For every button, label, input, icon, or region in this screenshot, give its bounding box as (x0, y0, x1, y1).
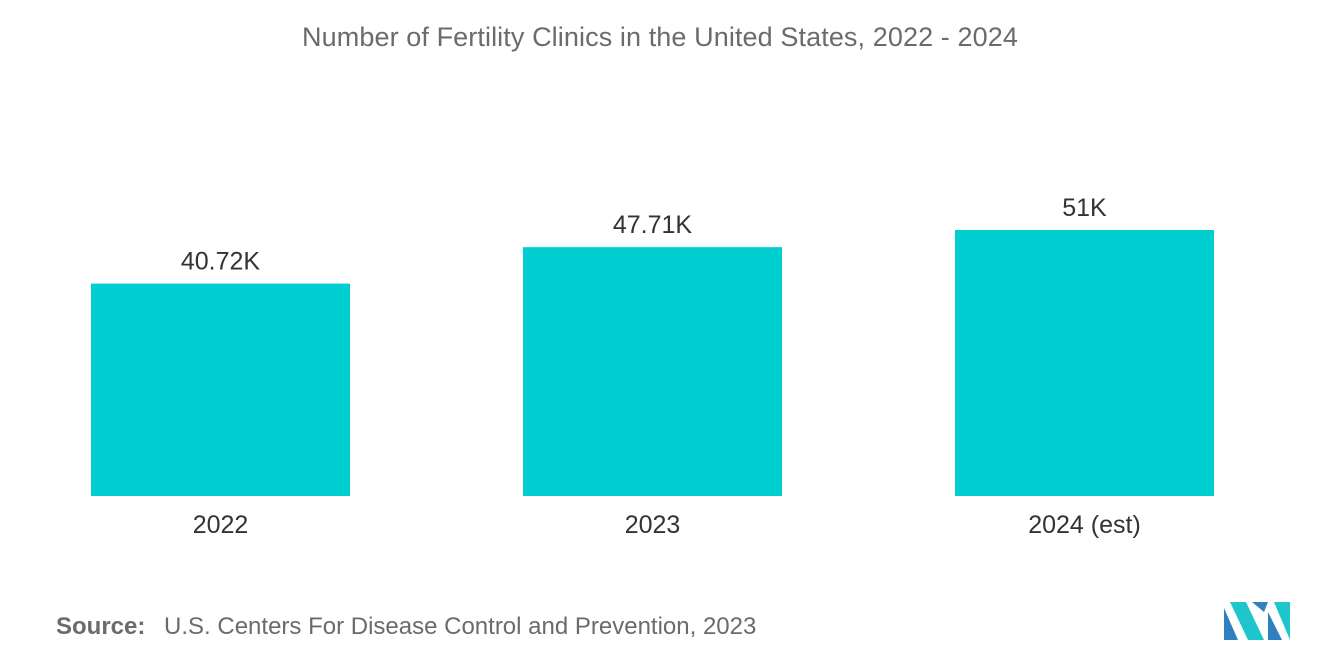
labels-layer: 40.72K 2022 47.71K 2023 51K 2024 (est) (181, 194, 1141, 539)
chart-title: Number of Fertility Clinics in the Unite… (302, 22, 1018, 52)
value-label: 51K (1062, 194, 1107, 222)
category-label: 2023 (625, 511, 681, 539)
bars-layer (91, 230, 1214, 496)
source-label: Source: (56, 613, 146, 640)
bar-2022 (91, 283, 350, 496)
logo-icon (1224, 602, 1290, 640)
source-text: U.S. Centers For Disease Control and Pre… (164, 613, 757, 640)
value-label: 47.71K (613, 211, 693, 239)
value-label: 40.72K (181, 248, 261, 276)
bar-2023 (523, 247, 782, 496)
bar-2024-est- (955, 230, 1214, 496)
category-label: 2022 (193, 511, 249, 539)
source-note: Source: U.S. Centers For Disease Control… (56, 613, 756, 641)
category-label: 2024 (est) (1028, 511, 1141, 539)
